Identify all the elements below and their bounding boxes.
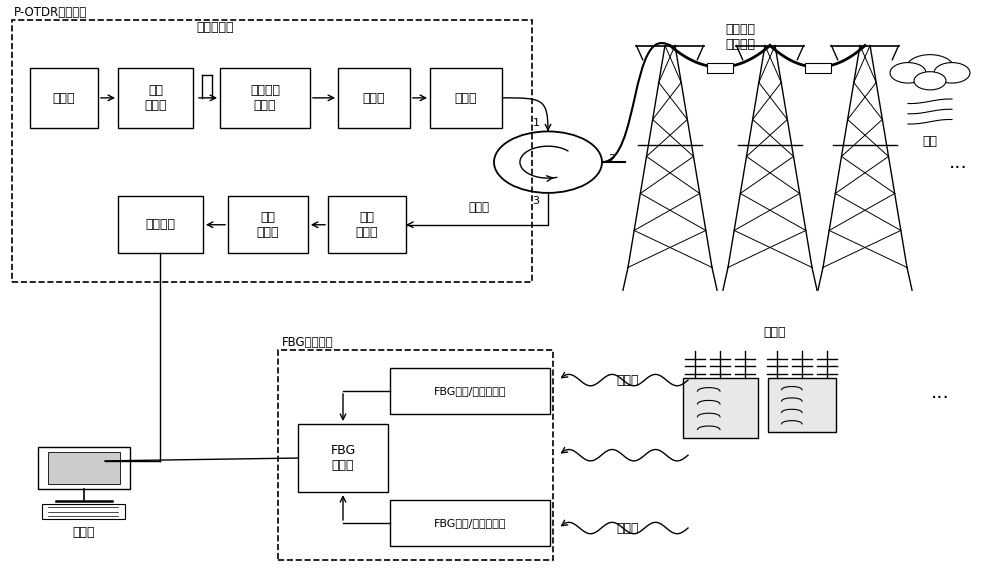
Text: 激光器: 激光器 xyxy=(53,92,75,105)
Text: 大风: 大风 xyxy=(922,135,938,149)
Text: 掺铒光纤
放大器: 掺铒光纤 放大器 xyxy=(250,84,280,112)
Text: 起偏器: 起偏器 xyxy=(455,92,477,105)
Circle shape xyxy=(906,55,954,82)
Text: ...: ... xyxy=(949,152,967,172)
FancyBboxPatch shape xyxy=(430,68,502,128)
Text: 大气压: 大气压 xyxy=(617,374,639,386)
Circle shape xyxy=(914,72,946,90)
FancyBboxPatch shape xyxy=(682,378,758,438)
Text: 环形器: 环形器 xyxy=(468,201,489,215)
Text: 3: 3 xyxy=(532,196,540,207)
FancyBboxPatch shape xyxy=(38,447,130,489)
Circle shape xyxy=(890,63,926,83)
Text: ...: ... xyxy=(931,383,949,402)
Text: 光纤复合
架空地线: 光纤复合 架空地线 xyxy=(725,23,755,51)
FancyBboxPatch shape xyxy=(390,368,550,414)
Text: FBG温度/压力传感器: FBG温度/压力传感器 xyxy=(434,386,506,396)
FancyBboxPatch shape xyxy=(707,63,733,73)
FancyBboxPatch shape xyxy=(390,500,550,546)
FancyBboxPatch shape xyxy=(298,424,388,492)
FancyBboxPatch shape xyxy=(328,196,406,253)
Text: 2: 2 xyxy=(608,154,615,164)
Text: P-OTDR解调系统: P-OTDR解调系统 xyxy=(14,6,87,19)
FancyBboxPatch shape xyxy=(48,452,120,484)
Text: 温度场: 温度场 xyxy=(617,522,639,534)
Text: 声光
调制器: 声光 调制器 xyxy=(144,84,167,112)
Text: 1: 1 xyxy=(532,118,540,128)
Text: 计算机: 计算机 xyxy=(73,526,95,539)
FancyBboxPatch shape xyxy=(42,504,125,519)
FancyBboxPatch shape xyxy=(228,196,308,253)
Text: 光电
探测器: 光电 探测器 xyxy=(257,211,279,239)
FancyBboxPatch shape xyxy=(118,68,193,128)
Circle shape xyxy=(934,63,970,83)
FancyBboxPatch shape xyxy=(338,68,410,128)
Text: 变压器: 变压器 xyxy=(764,325,786,339)
Text: FBG解调系统: FBG解调系统 xyxy=(282,336,334,349)
Text: 偏振
分束器: 偏振 分束器 xyxy=(356,211,378,239)
FancyBboxPatch shape xyxy=(804,63,830,73)
Text: 隔离器: 隔离器 xyxy=(363,92,385,105)
FancyBboxPatch shape xyxy=(768,378,836,432)
FancyBboxPatch shape xyxy=(220,68,310,128)
FancyBboxPatch shape xyxy=(30,68,98,128)
Text: FBG温度/压力传感器: FBG温度/压力传感器 xyxy=(434,518,506,528)
Text: 调制光脉冲: 调制光脉冲 xyxy=(196,21,234,34)
FancyBboxPatch shape xyxy=(118,196,203,253)
Text: 数据采集: 数据采集 xyxy=(146,218,176,231)
Text: FBG
解调器: FBG 解调器 xyxy=(330,444,356,472)
